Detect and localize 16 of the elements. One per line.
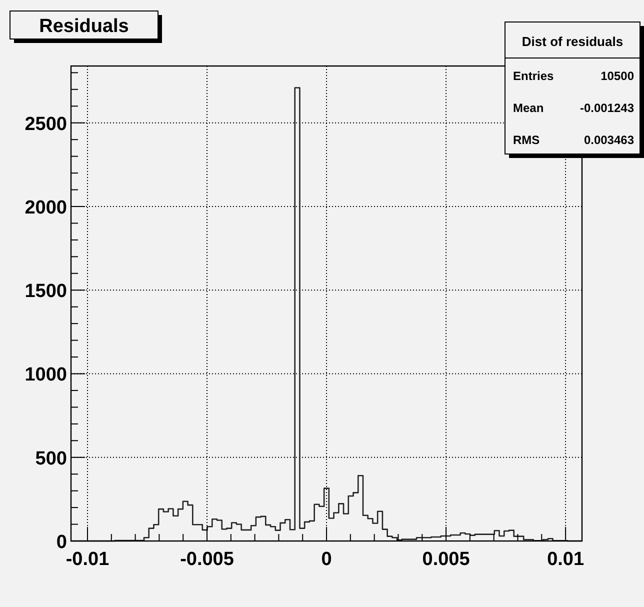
text: Entries 10500 — [513, 69, 634, 83]
y-tick-label: 0 — [56, 532, 67, 553]
y-tick-label: 1000 — [24, 364, 67, 386]
x-tick-label: -0.005 — [180, 549, 234, 570]
x-tick-label: 0.005 — [422, 549, 470, 570]
text: RMS 0.003463 — [513, 133, 634, 147]
x-tick-label: 0 — [321, 549, 332, 570]
x-tick-label: 0.01 — [547, 549, 584, 570]
y-tick-label: 1500 — [24, 281, 67, 302]
text: Dist of residuals — [522, 34, 624, 49]
y-tick-label: 2000 — [24, 197, 67, 218]
chart-title: Residuals — [39, 16, 129, 37]
text: Mean -0.001243 — [513, 101, 634, 115]
y-tick-label: 2500 — [24, 114, 67, 135]
y-tick-label: 500 — [35, 448, 67, 470]
x-tick-label: -0.01 — [66, 549, 110, 570]
